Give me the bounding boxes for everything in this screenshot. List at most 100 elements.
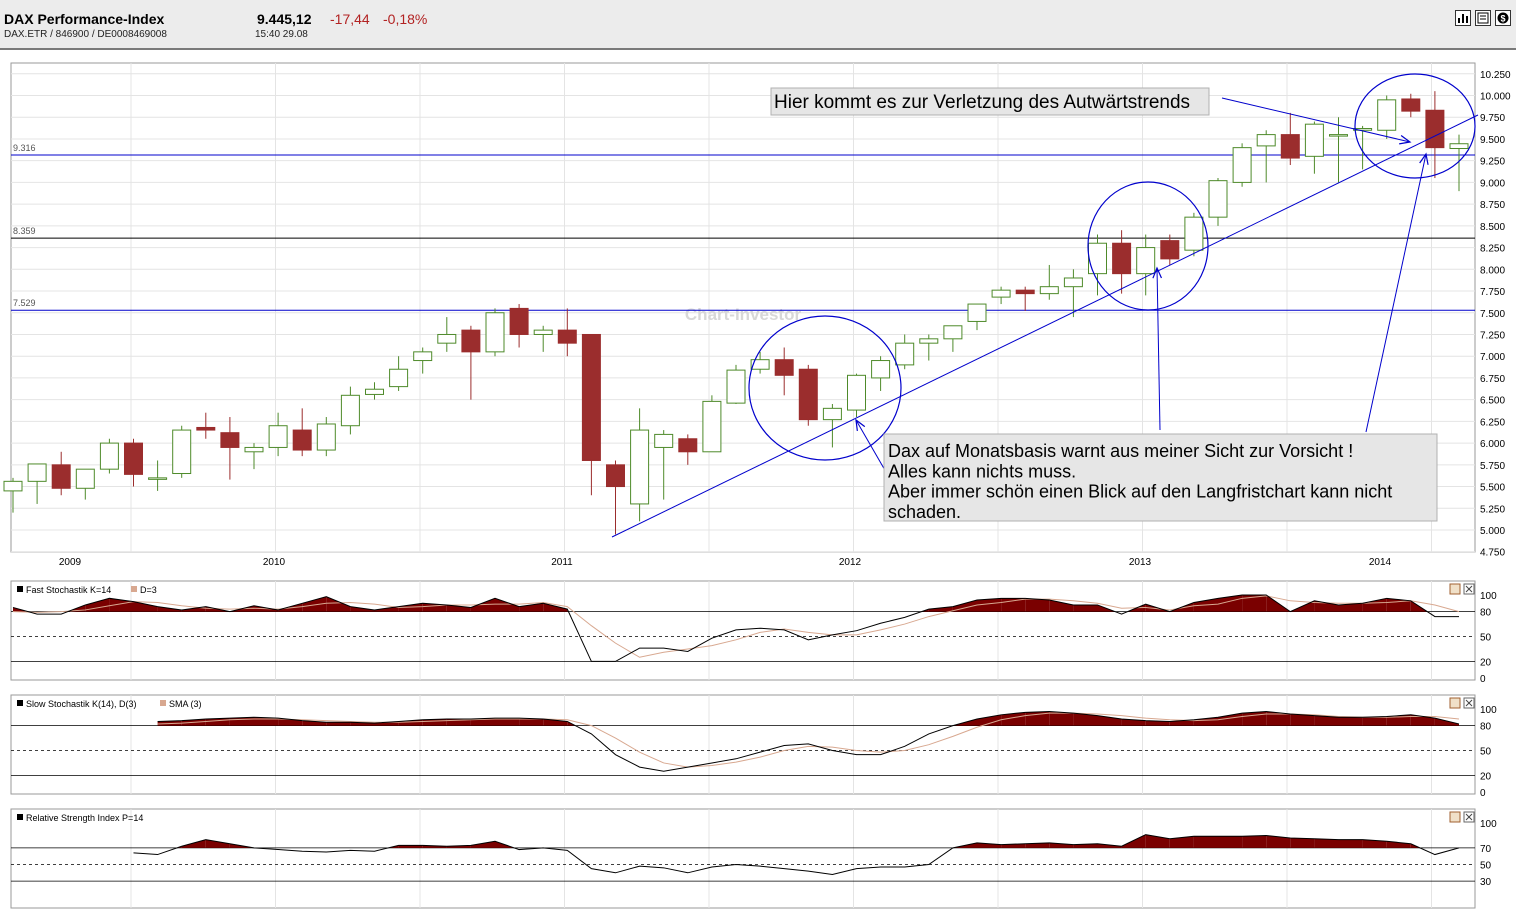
- y-tick-label: 5.750: [1480, 461, 1505, 472]
- candle-body: [172, 429, 192, 475]
- candle-body: [1401, 98, 1421, 112]
- candle-body: [1184, 216, 1204, 251]
- candlestick: [895, 334, 915, 370]
- y-tick-label: 7.500: [1480, 309, 1505, 320]
- y-tick-label: 80: [1480, 722, 1492, 733]
- candle-body: [1329, 134, 1348, 137]
- candlestick: [847, 373, 866, 418]
- watermark: Chart-Investor: [685, 305, 802, 324]
- annotation-text-line: Alles kann nichts muss.: [888, 461, 1076, 481]
- candle-body: [1063, 277, 1083, 288]
- overbought-fill: [229, 717, 254, 726]
- candlestick: [485, 308, 505, 357]
- close-icon-stroke: [1465, 585, 1473, 593]
- annotation-arrow: [855, 418, 887, 473]
- candle-body: [1039, 286, 1059, 295]
- y-tick-label: 8.000: [1480, 265, 1505, 276]
- candle-body: [1304, 123, 1324, 157]
- y-tick-label: 30: [1480, 877, 1492, 888]
- y-tick-label: 5.250: [1480, 504, 1505, 515]
- overbought-fill: [1218, 595, 1243, 612]
- overbought-fill: [1314, 715, 1339, 726]
- close-icon-stroke: [1465, 813, 1473, 821]
- candle-body: [702, 400, 722, 453]
- legend-swatch: [17, 700, 23, 706]
- header-bar: DAX Performance-Index DAX.ETR / 846900 /…: [0, 0, 1516, 50]
- instrument-identifiers: DAX.ETR / 846900 / DE0008469008: [4, 29, 167, 40]
- candlestick: [1232, 143, 1252, 187]
- candlestick: [1208, 178, 1228, 226]
- news-icon[interactable]: [1475, 10, 1491, 26]
- candlestick: [1256, 130, 1276, 183]
- overbought-fill: [1049, 711, 1074, 726]
- y-tick-label: 6.750: [1480, 374, 1505, 385]
- overbought-fill: [326, 722, 351, 726]
- y-tick-label: 100: [1480, 819, 1497, 830]
- candle-body: [847, 374, 866, 411]
- overbought-fill: [470, 841, 495, 848]
- y-tick-label: 50: [1480, 747, 1492, 758]
- candle-body: [75, 468, 95, 489]
- candle-body: [148, 477, 168, 480]
- candlestick: [1280, 112, 1300, 166]
- y-tick-label: 70: [1480, 844, 1492, 855]
- level-label: 8.359: [13, 226, 36, 236]
- main-series-line: [157, 710, 1460, 772]
- level-label: 9.316: [13, 143, 36, 153]
- candle-body: [196, 426, 216, 431]
- y-tick-label: 100: [1480, 705, 1497, 716]
- signal-label: D=3: [140, 585, 157, 595]
- overbought-fill: [1145, 720, 1170, 726]
- y-tick-label: 7.250: [1480, 330, 1505, 341]
- signal-series-line: [12, 595, 1460, 658]
- candlestick: [1160, 234, 1180, 265]
- candle-body: [750, 359, 770, 370]
- candlestick: [1039, 264, 1059, 300]
- candle-body: [27, 463, 47, 482]
- quote-time: 15:40 29.08: [255, 29, 308, 40]
- candle-body: [606, 464, 625, 488]
- highlight-circle: [748, 315, 902, 461]
- arrow-shaft: [855, 419, 887, 473]
- bar-chart-icon[interactable]: [1455, 10, 1471, 26]
- candlestick: [726, 364, 746, 404]
- candlestick: [389, 356, 409, 391]
- overbought-fill: [1362, 839, 1387, 848]
- x-tick-label: 2013: [1129, 557, 1152, 568]
- candlestick: [581, 333, 601, 496]
- overbought-fill: [543, 603, 568, 612]
- candle-body: [1449, 143, 1469, 150]
- candle-body: [316, 423, 336, 451]
- currency-icon[interactable]: $: [1495, 10, 1511, 26]
- overbought-fill: [1025, 842, 1050, 848]
- candlestick: [461, 325, 481, 400]
- overbought-fill: [1073, 604, 1098, 612]
- candlestick: [991, 286, 1011, 305]
- signal-label: SMA (3): [169, 699, 202, 709]
- candle-body: [1160, 240, 1180, 260]
- overbought-fill: [928, 606, 953, 612]
- candle-body: [1280, 134, 1300, 159]
- candlestick: [292, 408, 312, 457]
- indicator-panel: 100 80 50 20 0 Slow Stochastik K(14), D(3) SMA…: [10, 694, 1497, 799]
- overbought-fill: [1386, 841, 1411, 848]
- arrow-head: [855, 418, 866, 431]
- annotation-text-line: Aber immer schön einen Blick auf den Lan…: [888, 482, 1392, 502]
- candlestick: [1401, 93, 1421, 118]
- main-series-line: [12, 594, 1459, 662]
- legend-swatch: [17, 814, 23, 820]
- candlestick: [1377, 95, 1397, 139]
- candle-body: [774, 359, 794, 376]
- candlestick: [268, 412, 288, 457]
- candle-body: [726, 369, 746, 404]
- signal-series-line: [157, 712, 1460, 768]
- candle-body: [533, 329, 553, 335]
- candle-body: [365, 388, 384, 395]
- arrow-shaft: [1156, 267, 1161, 431]
- overbought-fill: [1314, 600, 1339, 612]
- expand-icon: [1449, 811, 1461, 823]
- y-tick-label: 8.250: [1480, 244, 1505, 255]
- y-tick-label: 0: [1480, 674, 1486, 685]
- candlestick: [919, 334, 939, 361]
- indicator-panel: 100 70 50 30 Relative Strength Index P=14: [10, 808, 1497, 909]
